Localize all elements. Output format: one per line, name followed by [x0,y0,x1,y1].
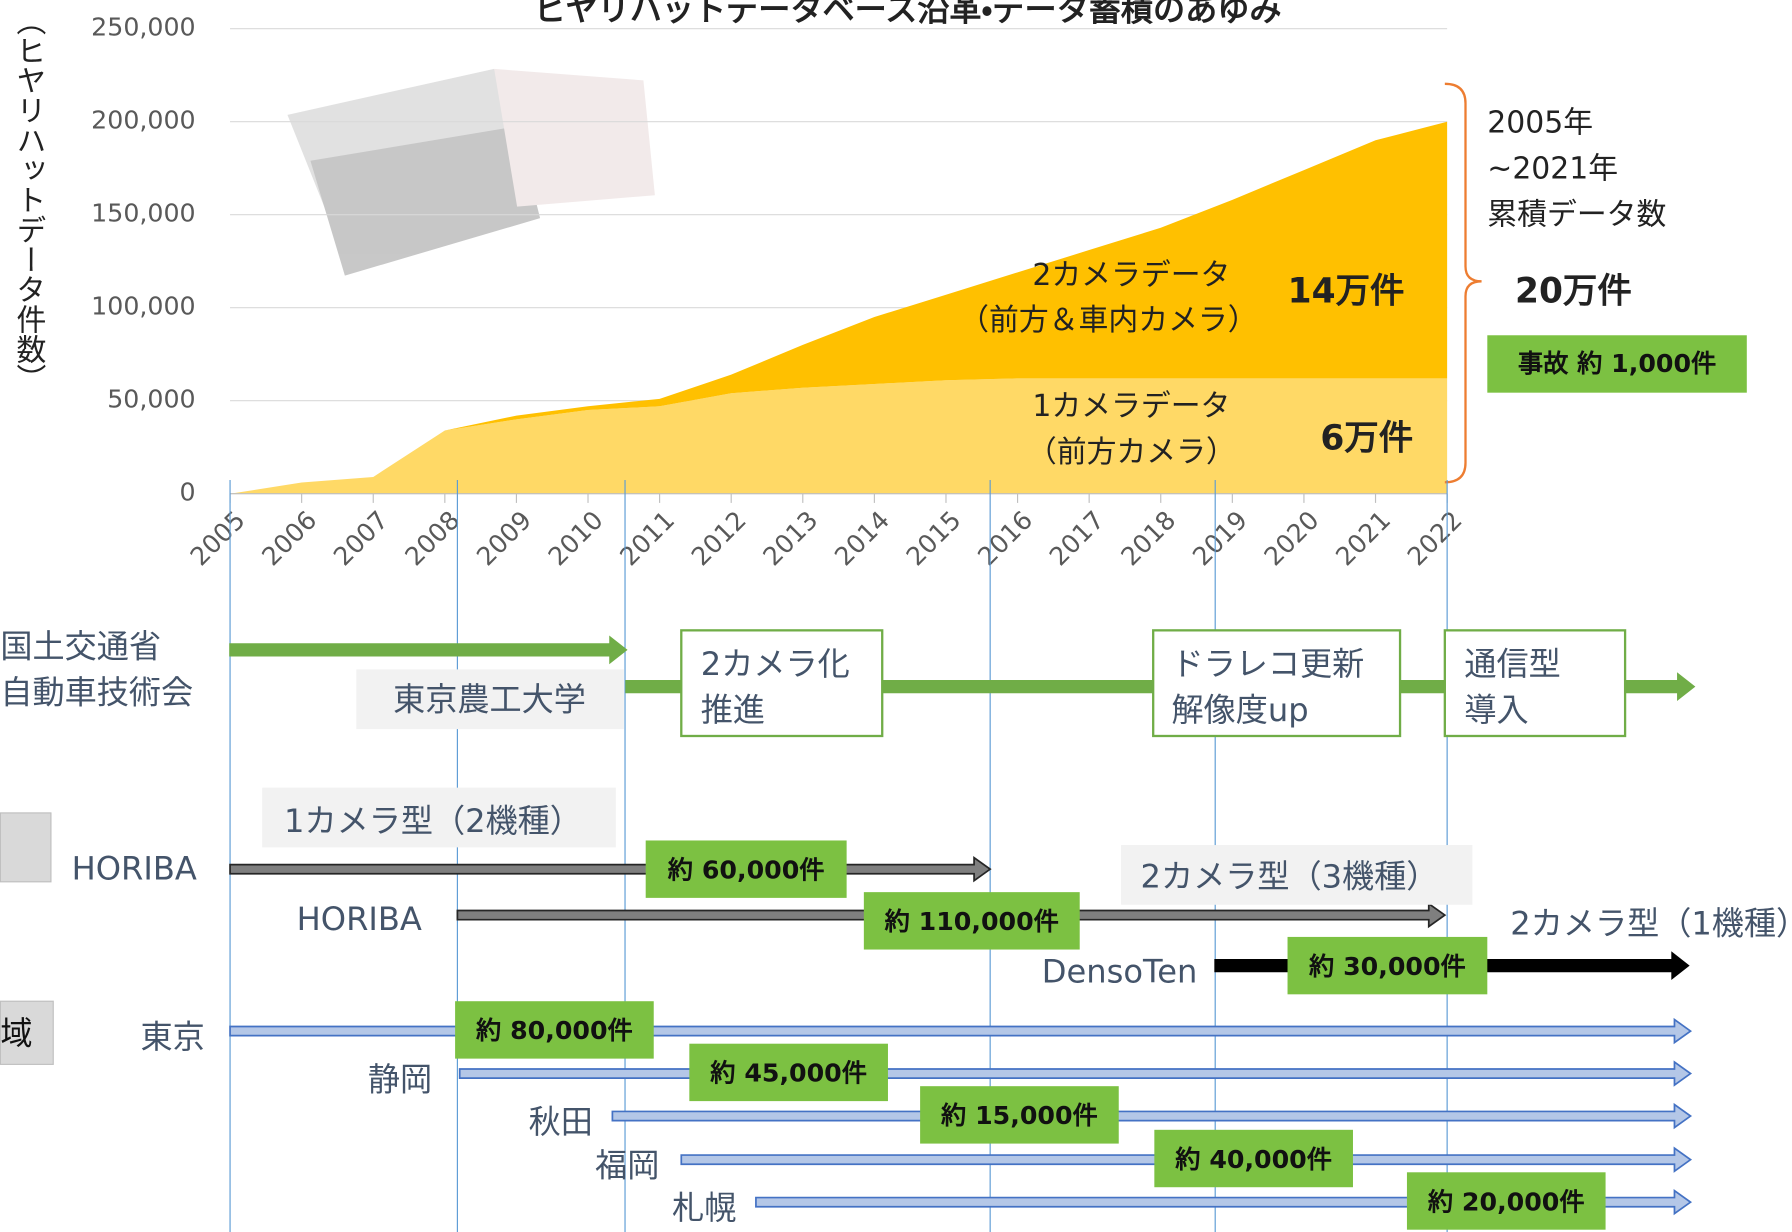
x-tick-label: 2009 [471,505,537,571]
count-label: 約 40,000件 [1174,1145,1332,1174]
y-tick-label: 200,000 [91,106,195,135]
x-tick-label: 2021 [1330,505,1396,571]
x-tick-label: 2020 [1259,505,1325,571]
series-total: 6万件 [1320,418,1413,458]
section-label: 域 [0,1015,32,1053]
x-tick-label: 2005 [185,505,251,571]
x-tick-label: 2013 [758,505,824,571]
series-subname: （前方カメラ） [1027,435,1236,470]
x-tick-label: 2022 [1402,505,1468,571]
arrow [230,637,626,662]
x-tick-label: 2007 [328,505,394,571]
area [230,378,1447,493]
accident-count: 事故 約 1,000件 [1518,349,1716,378]
device-maker: HORIBA [72,849,197,887]
milestone: 2カメラ化 [701,645,850,683]
x-tick-label: 2017 [1044,505,1110,571]
bracket-text: ~2021年 [1487,151,1618,186]
x-tick-label: 2010 [543,505,609,571]
region-name: 東京 [140,1018,204,1056]
count-label: 約 80,000件 [475,1016,633,1045]
arrow [230,858,990,881]
milestone: 通信型 [1464,645,1560,683]
x-tick-label: 2016 [972,505,1038,571]
milestone: ドラレコ更新 [1172,645,1365,683]
region-name: 静岡 [368,1061,432,1099]
y-tick-label: 100,000 [91,292,195,321]
count-label: 約 110,000件 [884,907,1059,936]
university: 東京農工大学 [393,681,586,719]
organization: 自動車技術会 [0,674,193,712]
chart-title: ヒヤリハットデータベース沿革・データ蓄積のあゆみ [533,0,1281,28]
x-tick-label: 2008 [400,505,466,571]
organization: 国土交通省 [0,628,161,666]
chart: ヒヤリハットデータベース沿革・データ蓄積のあゆみ （ヒヤリハットデータ件数） 0… [0,0,1792,1232]
y-axis-label: （ヒヤリハットデータ件数） [10,6,46,394]
y-tick-label: 50,000 [107,385,195,414]
x-tick-label: 2014 [829,505,895,571]
device-type: 2カメラ型（3機種） [1141,857,1439,895]
x-tick-label: 2011 [614,505,680,571]
count-label: 約 15,000件 [940,1101,1098,1130]
series-name: 2カメラデータ [1032,258,1230,293]
section-box [0,813,51,882]
bracket-text: 2005年 [1487,106,1593,141]
x-tick-label: 2019 [1187,505,1253,571]
x-tick-label: 2018 [1115,505,1181,571]
bracket-total: 20万件 [1515,271,1632,311]
y-tick-label: 0 [180,478,196,507]
region-name: 秋田 [529,1103,593,1141]
device-maker: DensoTen [1042,953,1198,991]
series-subname: （前方＆車内カメラ） [959,303,1257,338]
series-total: 14万件 [1288,271,1405,311]
series-name: 1カメラデータ [1032,389,1230,424]
x-tick-label: 2006 [256,505,322,571]
device-type: 2カメラ型（1機種） [1510,904,1792,942]
region-name: 福岡 [595,1147,659,1185]
milestone: 解像度up [1172,691,1309,729]
milestone: 推進 [701,691,765,729]
count-label: 約 30,000件 [1308,952,1466,981]
x-tick-label: 2015 [901,505,967,571]
device-type: 1カメラ型（2機種） [284,802,582,840]
bracket [1445,84,1482,482]
region-name: 札幌 [672,1189,736,1227]
photo-decoration [287,69,654,276]
count-label: 約 60,000件 [667,855,825,884]
arrow [230,1020,1690,1043]
device-maker: HORIBA [297,900,422,938]
arrow [612,1105,1690,1128]
y-tick-label: 150,000 [91,199,195,228]
arrow [460,1062,1691,1085]
milestone: 導入 [1464,691,1528,729]
count-label: 約 20,000件 [1427,1187,1585,1216]
y-tick-label: 250,000 [91,13,195,42]
count-label: 約 45,000件 [709,1059,867,1088]
x-tick-label: 2012 [686,505,752,571]
bracket-text: 累積データ数 [1487,197,1666,232]
